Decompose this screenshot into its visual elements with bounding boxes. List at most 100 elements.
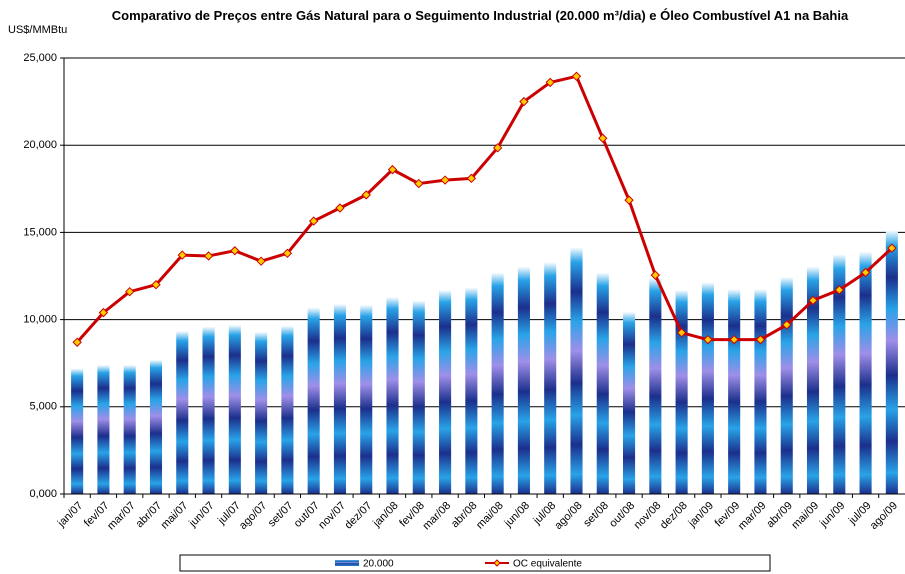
bar (176, 330, 189, 494)
bar (360, 304, 373, 494)
x-tick-label: jan/08 (370, 500, 400, 530)
x-tick-label: nov/08 (632, 500, 664, 532)
x-tick-label: mar/09 (736, 500, 769, 533)
legend-box (179, 554, 771, 572)
x-tick-label: nov/07 (316, 500, 348, 532)
marker (361, 190, 371, 200)
marker (860, 267, 871, 278)
x-tick-label: abr/07 (134, 500, 165, 531)
marker (230, 246, 240, 256)
x-tick-label: ago/09 (868, 500, 900, 532)
y-tick-label: 15,000 (23, 226, 57, 238)
bar (255, 331, 268, 494)
marker (177, 250, 187, 260)
x-tick-label: jan/07 (55, 500, 85, 530)
bar (780, 276, 793, 494)
bar (307, 307, 320, 494)
bar (97, 364, 110, 494)
marker (755, 334, 766, 345)
x-tick-label: dez/07 (343, 500, 375, 532)
x-tick-label: ago/08 (552, 500, 584, 532)
marker (782, 320, 792, 330)
bar (675, 289, 688, 494)
marker (98, 307, 109, 318)
x-tick-label: abr/08 (449, 500, 480, 531)
marker (808, 295, 818, 306)
marker (124, 286, 135, 297)
y-tick-label: 5,000 (29, 401, 57, 413)
bar (465, 287, 478, 494)
bar (439, 289, 452, 494)
bar (885, 229, 898, 494)
x-tick-label: jun/09 (817, 500, 847, 530)
bar (149, 359, 163, 494)
legend-swatch (493, 559, 501, 567)
marker (256, 256, 266, 266)
y-tick-label: 20,000 (23, 139, 57, 151)
x-tick-label: set/07 (266, 500, 296, 530)
bar (202, 326, 215, 494)
x-tick-label: mar/08 (421, 500, 454, 533)
y-tick-label: 25,000 (23, 52, 57, 64)
y-tick-label: 10,000 (23, 314, 57, 326)
marker (72, 337, 82, 347)
bar (833, 254, 846, 494)
marker (676, 327, 687, 338)
marker (703, 334, 713, 345)
x-tick-label: set/08 (581, 500, 611, 530)
x-tick-label: mai/07 (159, 500, 191, 532)
bar (806, 266, 820, 494)
marker (282, 248, 293, 259)
y-tick-label: 0,000 (29, 488, 57, 500)
x-tick-label: mai/09 (789, 500, 821, 532)
marker (387, 164, 398, 175)
marker (466, 173, 477, 184)
bar (859, 251, 872, 494)
marker (729, 334, 739, 345)
bar (333, 303, 346, 494)
bar (649, 277, 662, 494)
marker (519, 96, 529, 107)
legend-label: OC equivalente (513, 559, 582, 570)
marker (624, 195, 634, 205)
x-tick-label: mai/08 (474, 500, 506, 532)
bar (623, 311, 636, 494)
x-tick-label: dez/08 (658, 500, 690, 532)
y-axis-label: US$/MMBtu (8, 24, 68, 36)
bar (123, 364, 136, 494)
bar (517, 266, 530, 494)
marker (203, 251, 214, 261)
bar (544, 262, 557, 494)
bar (570, 247, 583, 494)
bar (701, 282, 714, 494)
marker (492, 143, 503, 153)
marker (571, 71, 582, 82)
marker (335, 203, 345, 213)
bar (71, 368, 84, 494)
x-tick-label: jan/09 (686, 500, 716, 530)
x-tick-label: abr/09 (764, 500, 795, 531)
bar (412, 300, 425, 494)
line (76, 74, 893, 344)
bar (596, 272, 609, 494)
legend-swatch (335, 560, 359, 566)
marker (308, 216, 319, 226)
bar (228, 324, 241, 494)
marker (887, 243, 897, 253)
marker (598, 133, 608, 143)
chart-title: Comparativo de Preços entre Gás Natural … (111, 8, 849, 23)
marker (650, 270, 661, 280)
x-tick-label: jun/08 (502, 500, 532, 530)
marker (545, 77, 555, 88)
bar (728, 289, 741, 494)
marker (440, 175, 450, 185)
x-tick-label: ago/07 (237, 500, 269, 532)
bar (754, 289, 767, 494)
x-tick-label: jun/07 (186, 500, 216, 530)
marker (834, 285, 845, 295)
bar (491, 272, 504, 494)
bar (281, 325, 294, 494)
marker (151, 280, 161, 290)
